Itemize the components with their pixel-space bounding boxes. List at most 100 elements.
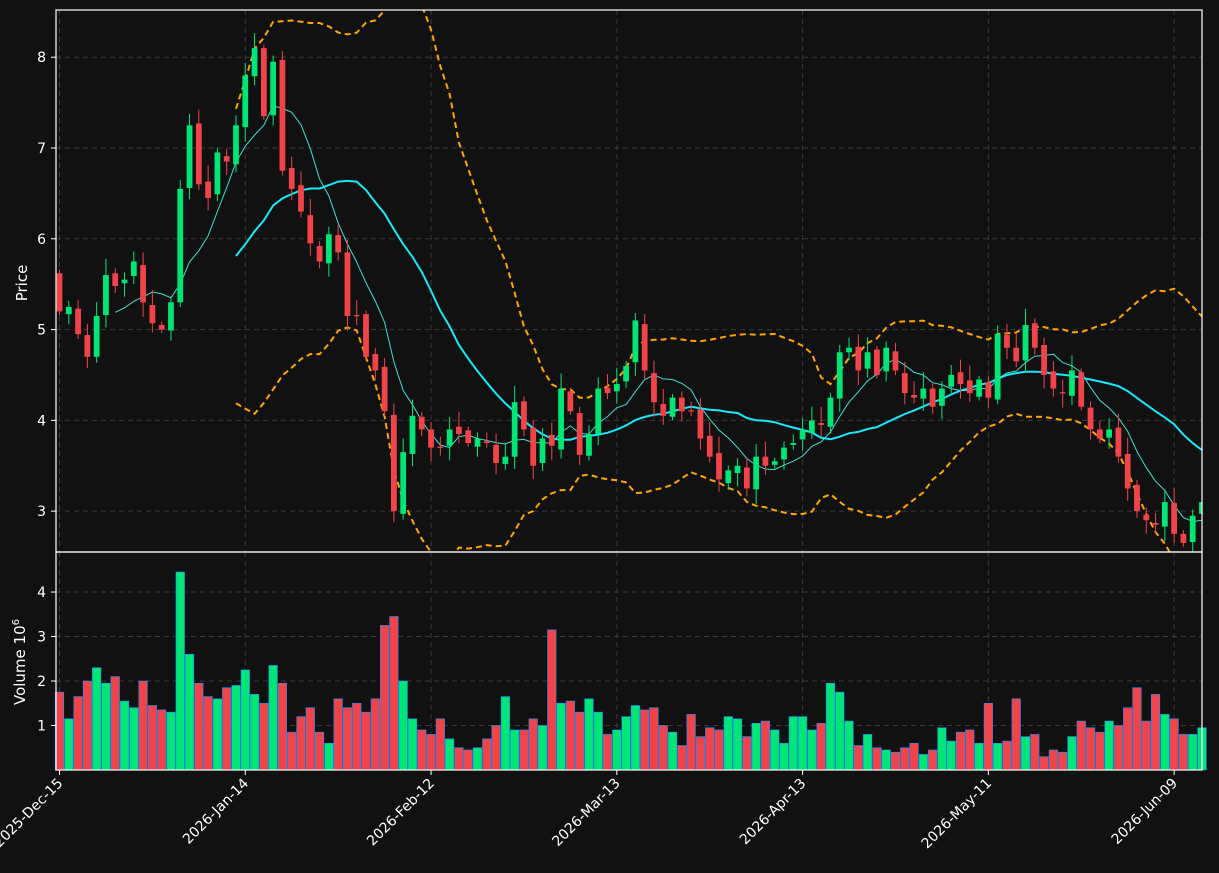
volume-bar [296,716,306,771]
candle-body [1050,371,1057,389]
candle-body [84,335,91,357]
candle-body [790,443,797,445]
candle-body [836,352,843,399]
candle-body [56,273,63,312]
volume-bar [770,729,780,771]
volume-bar [872,747,882,771]
candle-body [353,315,360,317]
volume-bar [816,722,826,771]
candle-body [957,372,964,385]
candle-body [939,388,945,406]
candle-body [418,416,425,430]
price-y-ticks: 3 4 5 6 7 8 [37,50,56,520]
volume-bar [890,751,901,771]
volume-bar [742,736,752,771]
volume-bar [1020,736,1031,771]
price-axis-label: Price [13,265,31,302]
volume-bar [352,702,362,771]
volume-bar [760,720,771,771]
volume-bar [565,700,575,771]
candle-body [548,434,555,446]
volume-bar [1039,756,1049,771]
candle-body [1059,392,1066,394]
candle-body [205,181,211,198]
volume-y-ticks: 1 2 3 4 [37,585,56,735]
candle-body [195,123,202,185]
volume-bar [575,711,585,771]
volume-bar [231,685,241,771]
candle-body [483,441,490,444]
candle-body [279,59,286,171]
candle-body [586,433,592,456]
candle-body [948,374,955,387]
volume-bar [175,571,185,771]
volume-tick-label: 3 [37,630,46,646]
volume-bar [110,676,120,771]
candle-body [595,388,602,434]
candle-body [846,347,852,353]
volume-bar [993,743,1003,771]
volume-bar [965,729,975,771]
candle-body [335,235,342,253]
price-grid [56,10,1202,552]
candle-body [818,423,825,425]
candle-body [1041,345,1047,375]
volume-bar [138,680,148,771]
volume-bar [435,718,445,771]
volume-bar [157,709,167,771]
volume-bar [389,616,399,771]
volume-bar [1141,720,1151,771]
volume-bar [463,749,473,771]
volume-bar [556,702,566,771]
volume-bar [277,682,287,771]
candle-body [632,320,639,363]
volume-bar [1150,694,1161,771]
candle-body [976,379,982,397]
volume-bar [510,729,520,771]
sma-line [114,105,1202,523]
candle-body [641,324,648,371]
candle-body [567,391,574,412]
candle-body [186,125,193,188]
volume-bar [621,716,631,771]
volume-panel-frame [55,551,1203,771]
candle-body [1031,323,1038,348]
volume-bar [361,711,371,771]
candle-body [651,373,657,403]
volume-bar [630,705,640,771]
volume-bar [92,667,102,771]
volume-bar [732,718,743,771]
price-tick-label: 5 [37,323,46,339]
volume-bar [909,743,919,771]
candle-body [623,365,629,382]
volume-bar [324,743,334,771]
candle-body [140,265,146,303]
candle-body [753,456,760,490]
candle-body [400,452,407,514]
volume-bar [240,669,250,771]
candle-body [1013,347,1020,362]
candle-body [613,384,620,392]
candle-body [985,382,992,398]
candle-body [864,352,871,369]
candle-body [502,456,509,464]
candle-body [892,351,899,371]
volume-bar [686,714,696,771]
volume-bar [863,734,873,771]
candle-body [1004,335,1010,348]
candle-body [604,387,611,394]
candle-body [1087,407,1094,430]
candle-body [1189,515,1196,543]
candle-body [855,346,862,371]
volume-bar [1067,736,1077,771]
candle-body [1096,429,1103,439]
candle-body [716,453,722,480]
candle-body [428,429,434,448]
candle-body [725,470,732,484]
volume-bar [203,696,213,771]
volume-bar [212,698,222,771]
candle-body [93,315,100,357]
volume-bar [1123,707,1133,771]
price-tick-label: 8 [37,50,46,66]
candle-body [493,444,499,464]
